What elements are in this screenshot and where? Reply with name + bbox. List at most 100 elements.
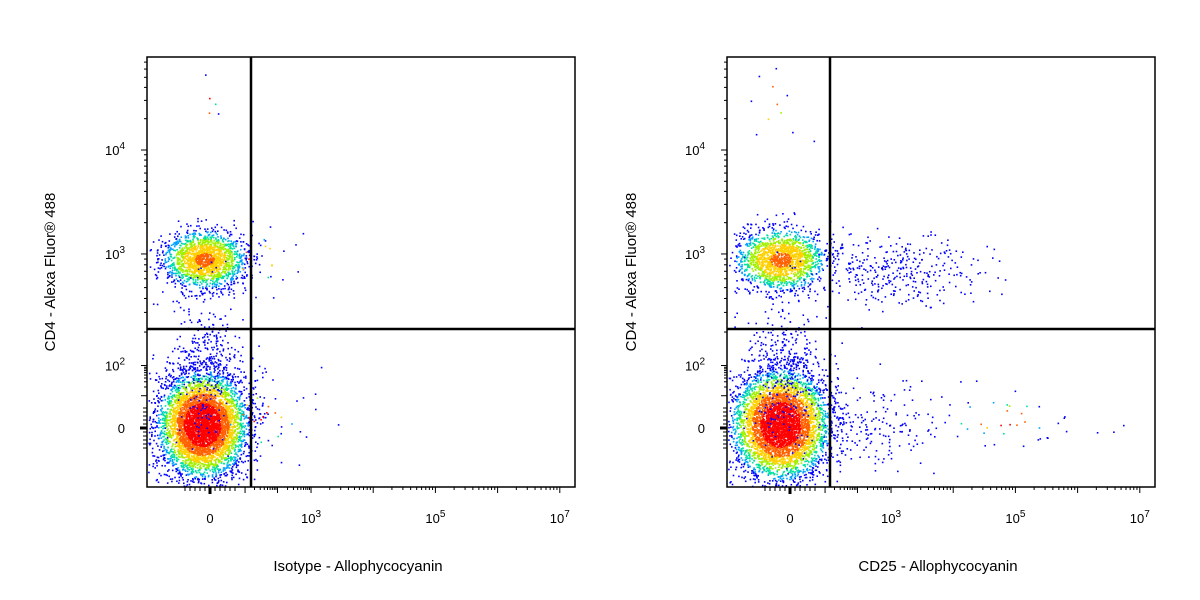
event-dot	[162, 427, 164, 430]
event-dot	[190, 433, 193, 435]
event-dot	[152, 419, 155, 421]
event-dot	[228, 453, 230, 455]
event-dot	[182, 397, 185, 400]
event-dot	[202, 428, 205, 431]
event-dot	[173, 413, 175, 416]
event-dot	[241, 410, 243, 412]
event-dot	[211, 438, 214, 441]
event-dot	[171, 376, 174, 379]
event-dot	[212, 464, 215, 467]
event-dot	[196, 414, 199, 417]
event-dot	[179, 471, 181, 473]
event-dot	[244, 443, 247, 446]
event-dot	[178, 389, 180, 392]
event-dot	[224, 413, 226, 416]
event-dot	[221, 451, 223, 453]
event-dot	[199, 362, 202, 364]
event-dot	[232, 423, 235, 425]
event-dot	[225, 442, 227, 444]
event-dot	[227, 413, 229, 415]
event-dot	[220, 432, 223, 434]
event-dot	[171, 417, 174, 420]
event-dot	[238, 444, 240, 446]
event-dot	[228, 447, 230, 449]
event-dot	[219, 364, 222, 366]
event-dot	[223, 438, 225, 440]
event-dot	[227, 439, 229, 441]
event-dot	[200, 439, 202, 441]
event-dot	[246, 443, 249, 445]
event-dot	[199, 454, 201, 457]
event-dot	[170, 248, 172, 251]
event-dot	[220, 453, 222, 455]
event-dot	[171, 405, 174, 407]
event-dot	[191, 443, 193, 445]
event-dot	[203, 336, 206, 338]
event-dot	[197, 435, 199, 437]
event-dot	[201, 362, 204, 364]
event-dot	[216, 457, 219, 459]
event-dot	[239, 444, 241, 446]
event-dot	[203, 482, 206, 485]
event-dot	[219, 424, 222, 426]
event-dot	[213, 355, 215, 358]
event-dot	[226, 391, 228, 394]
event-dot	[170, 436, 172, 439]
event-dot	[213, 467, 215, 469]
event-dot	[206, 466, 208, 468]
event-dot	[221, 432, 224, 434]
event-dot	[225, 423, 227, 425]
event-dot	[175, 456, 178, 459]
event-dot	[230, 460, 232, 462]
event-dot	[228, 445, 231, 448]
event-dot	[197, 446, 199, 449]
event-dot	[224, 433, 227, 435]
event-dot	[165, 443, 168, 445]
event-dot	[189, 384, 191, 387]
event-dot	[210, 401, 213, 403]
event-dot	[215, 458, 218, 461]
event-dot	[208, 443, 211, 446]
event-dot	[160, 455, 162, 457]
event-dot	[202, 473, 205, 476]
event-dot	[202, 384, 204, 387]
event-dot	[246, 455, 249, 457]
event-dot	[195, 355, 197, 358]
event-dot	[186, 464, 189, 467]
event-dot	[179, 472, 182, 475]
event-dot	[179, 367, 182, 370]
event-dot	[165, 385, 168, 387]
event-dot	[204, 344, 206, 346]
event-dot	[223, 457, 225, 459]
event-dot	[170, 382, 173, 385]
event-dot	[255, 393, 257, 395]
event-dot	[231, 426, 233, 428]
event-dot	[153, 398, 155, 400]
event-dot	[175, 468, 178, 470]
event-dot	[176, 436, 178, 438]
event-dot	[212, 425, 214, 428]
event-dot	[239, 405, 242, 408]
event-dot	[207, 415, 209, 417]
event-dot	[229, 426, 231, 429]
event-dot	[227, 421, 229, 423]
event-dot	[222, 371, 225, 374]
event-dot	[194, 440, 196, 443]
event-dot	[187, 447, 190, 449]
event-dot	[240, 422, 242, 425]
event-dot	[231, 417, 234, 419]
event-dot	[240, 453, 243, 456]
event-dot	[184, 449, 186, 452]
event-dot	[210, 385, 212, 388]
event-dot	[196, 455, 199, 458]
event-dot	[179, 381, 182, 383]
event-dot	[187, 446, 189, 448]
event-dot	[202, 463, 204, 465]
event-dot	[237, 464, 239, 467]
event-dot	[208, 395, 211, 398]
event-dot	[203, 237, 205, 240]
event-dot	[168, 430, 170, 433]
event-dot	[231, 413, 234, 416]
event-dot	[182, 403, 184, 406]
event-dot	[231, 380, 234, 383]
